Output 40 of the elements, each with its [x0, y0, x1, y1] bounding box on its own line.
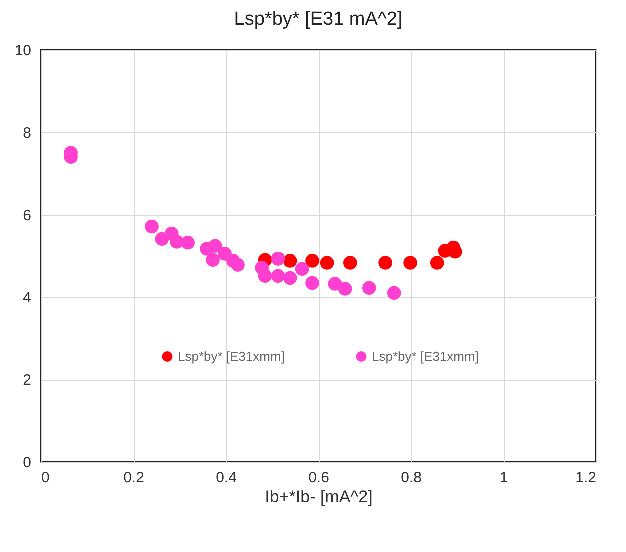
x-tick-label: 0 — [42, 470, 50, 486]
point — [271, 269, 286, 284]
point — [320, 256, 334, 270]
point — [344, 256, 358, 270]
x-tick-label: 1 — [500, 470, 508, 486]
point — [155, 232, 170, 246]
point — [378, 256, 392, 270]
point — [231, 258, 245, 272]
point — [181, 236, 195, 250]
chart-title: Lsp*by* [E31 mA^2] — [234, 9, 403, 30]
point — [283, 254, 298, 268]
x-tick-label: 0.6 — [308, 470, 330, 486]
point — [283, 271, 298, 286]
point — [295, 262, 310, 276]
x-tick-label: 1.2 — [576, 470, 596, 486]
x-tick-label: 0.4 — [216, 470, 237, 486]
y-tick-label: 6 — [23, 207, 32, 224]
y-tick-label: 10 — [14, 42, 32, 60]
point — [387, 286, 402, 300]
x-axis-title: Ib+*Ib- [mA^2] — [265, 488, 373, 506]
y-tick-label: 2 — [23, 372, 32, 390]
point — [404, 256, 418, 270]
y-tick-label: 4 — [23, 290, 32, 307]
y-tick-label: 0 — [23, 454, 32, 472]
point — [145, 220, 159, 234]
point — [258, 269, 272, 284]
point — [208, 239, 222, 253]
y-tick-label: 8 — [23, 124, 32, 142]
point — [362, 281, 376, 296]
legend-label: Lsp*by* [E31xmm] — [178, 348, 285, 364]
point — [328, 277, 342, 291]
legend-label: Lsp*by* [E31xmm] — [372, 348, 479, 364]
point — [448, 245, 462, 259]
x-tick-label: 0.2 — [124, 470, 144, 486]
point — [206, 253, 220, 267]
x-tick-label: 0.8 — [401, 470, 422, 486]
point — [430, 256, 444, 270]
point — [338, 282, 352, 296]
point — [306, 254, 320, 268]
point — [306, 276, 320, 290]
